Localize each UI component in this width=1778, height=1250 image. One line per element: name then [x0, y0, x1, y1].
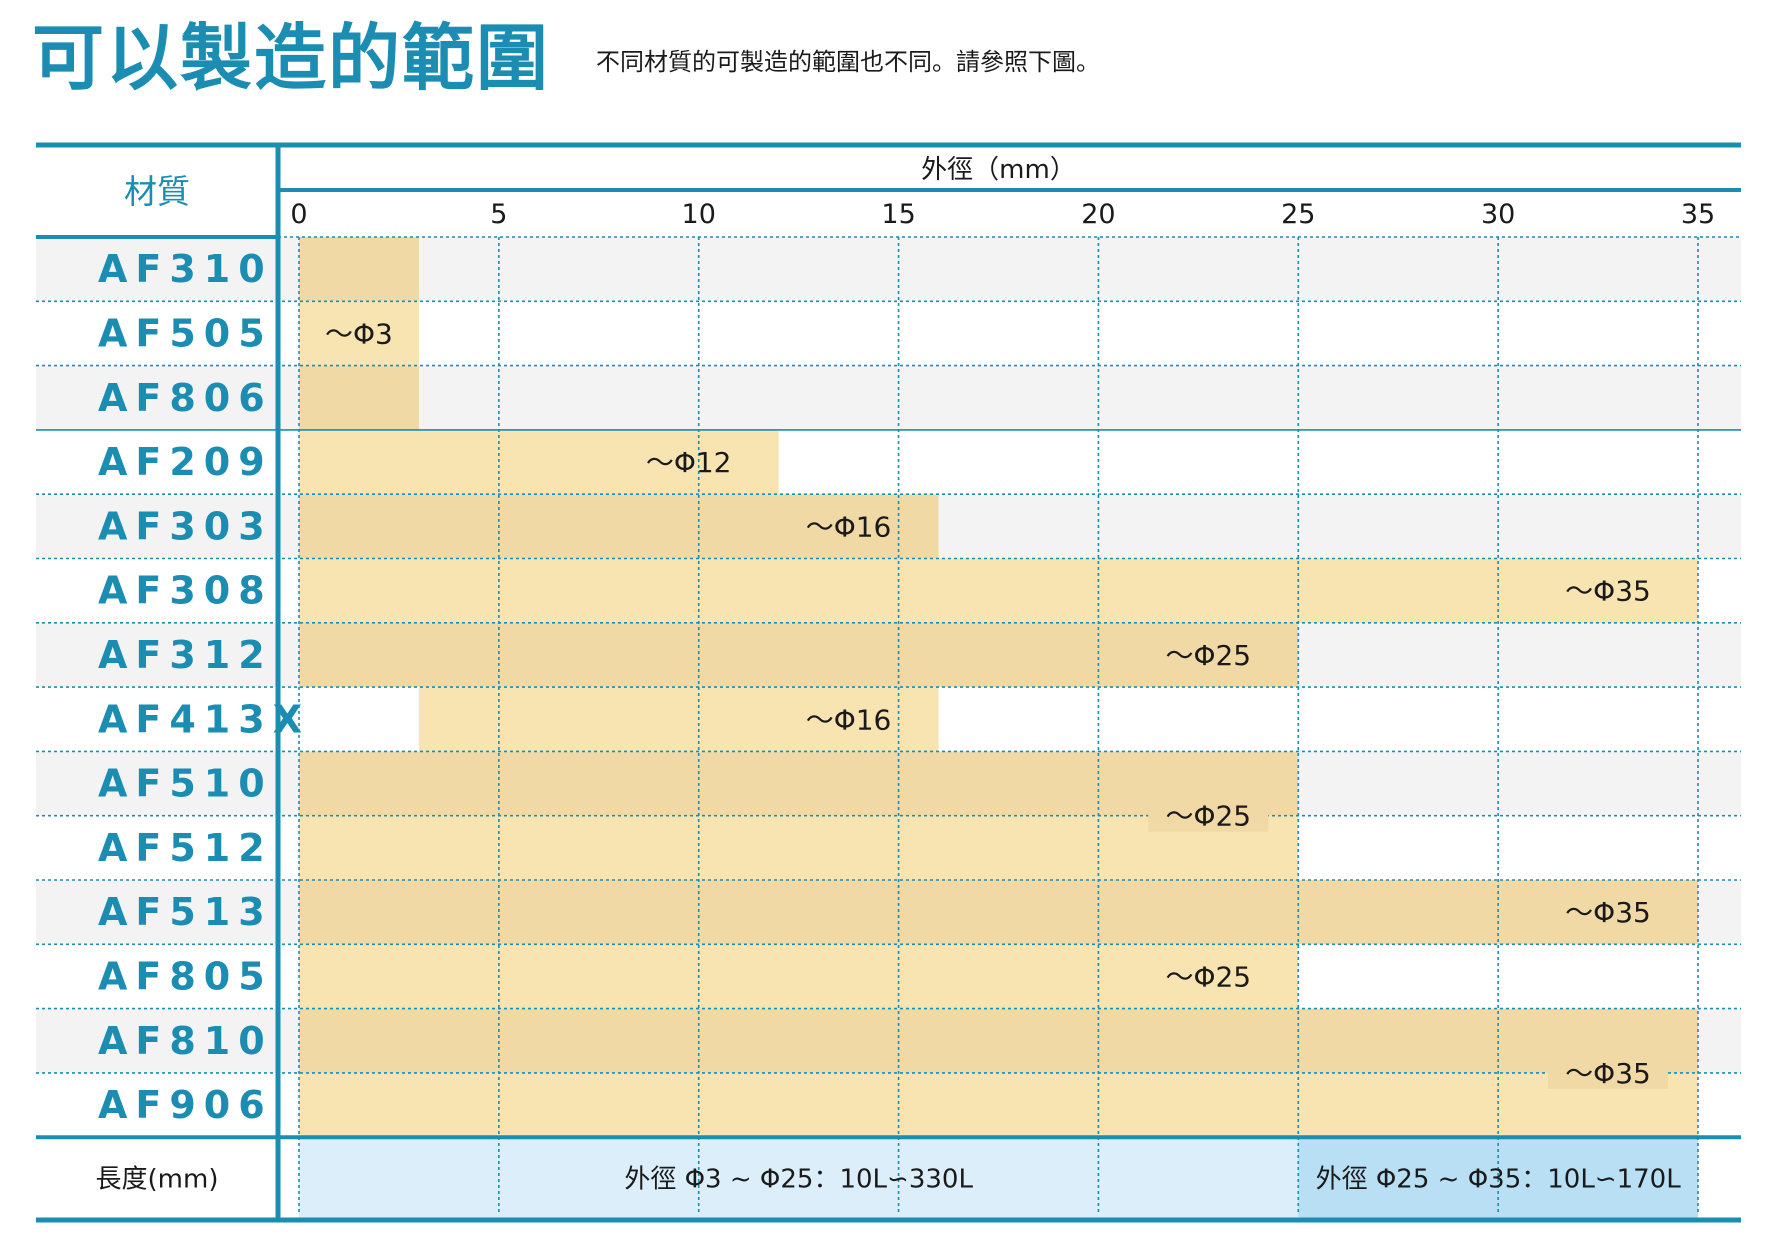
bar-af312 [299, 622, 1299, 688]
row-label-af413x: AF413X [98, 697, 310, 741]
bar-label: ～Φ3 [325, 317, 393, 350]
bar-af906 [299, 1072, 1698, 1138]
bar-label: ～Φ25 [1165, 639, 1251, 672]
row-label-af513: AF513 [98, 890, 273, 934]
row-shade [36, 237, 1741, 302]
row-label-af505: AF505 [98, 311, 273, 355]
bar-label: ～Φ35 [1565, 896, 1651, 929]
bar-af310 [299, 237, 419, 302]
bar-af810 [299, 1008, 1698, 1073]
bar-label: ～Φ12 [646, 446, 732, 479]
tick-label-10: 10 [682, 199, 716, 230]
tick-label-30: 30 [1481, 199, 1515, 230]
tick-label-5: 5 [490, 199, 507, 230]
bar-af512 [299, 815, 1299, 880]
tick-label-15: 15 [881, 199, 915, 230]
tick-label-20: 20 [1081, 199, 1115, 230]
row-label-af810: AF810 [98, 1019, 273, 1063]
bar-label: ～Φ35 [1565, 575, 1651, 608]
bar-label-bg [1148, 797, 1269, 832]
row-label-af510: AF510 [98, 762, 273, 806]
bar-af308 [299, 558, 1698, 623]
axis-title-x: 外徑（mm） [921, 155, 1076, 185]
bar-label: ～Φ16 [806, 510, 892, 543]
bar-label: ～Φ25 [1165, 960, 1251, 993]
tick-label-25: 25 [1281, 199, 1315, 230]
bar-af510 [299, 751, 1299, 816]
bar-af805 [299, 944, 1299, 1009]
length-segment-text: 外徑 Φ3 ~ Φ25：10L∽330L [624, 1165, 973, 1195]
row-label-af310: AF310 [98, 247, 273, 291]
bar-af513 [299, 880, 1698, 945]
length-segment-text: 外徑 Φ25 ~ Φ35：10L∽170L [1316, 1165, 1682, 1195]
page-subtitle: 不同材質的可製造的範圍也不同。請參照下圖。 [596, 48, 1100, 76]
tick-label-35: 35 [1681, 199, 1715, 230]
row-label-af303: AF303 [98, 504, 273, 548]
row-label-af806: AF806 [98, 376, 273, 420]
row-label-af209: AF209 [98, 440, 273, 484]
column-header-material: 材質 [124, 172, 190, 211]
bar-label-bg [1548, 1054, 1668, 1089]
bar-label: ～Φ25 [1165, 800, 1251, 833]
bar-af505 [299, 301, 419, 366]
bar-label: ～Φ16 [806, 703, 892, 736]
bar-af413x [418, 687, 939, 752]
row-label-af906: AF906 [98, 1083, 273, 1127]
tick-label-0: 0 [290, 199, 307, 230]
row-label-af308: AF308 [98, 569, 273, 613]
bar-label: ～Φ35 [1565, 1057, 1651, 1090]
bar-af303 [299, 494, 939, 559]
length-row-label: 長度(mm) [96, 1165, 219, 1195]
row-label-af512: AF512 [98, 826, 273, 870]
bar-af806 [299, 365, 419, 430]
row-label-af805: AF805 [98, 954, 273, 998]
row-shade [36, 365, 1741, 430]
row-label-af312: AF312 [98, 633, 273, 677]
length-segment [299, 1137, 1299, 1220]
page-title: 可以製造的範圍 [32, 16, 551, 100]
